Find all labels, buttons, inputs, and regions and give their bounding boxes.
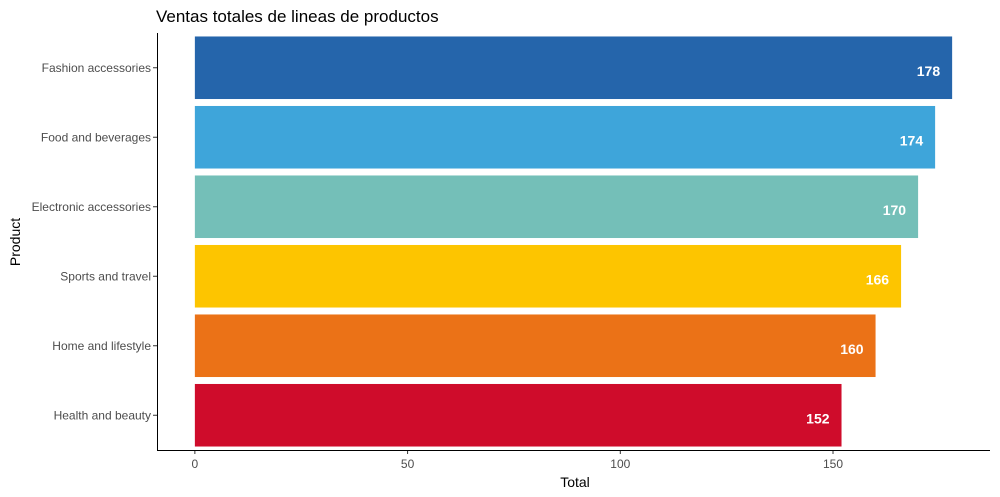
y-tick-label: Health and beauty bbox=[54, 408, 151, 422]
x-tick-label: 150 bbox=[823, 457, 843, 471]
x-axis-title: Total bbox=[560, 474, 590, 490]
y-axis-ticks: Fashion accessories Food and beverages Ele… bbox=[32, 61, 157, 422]
y-tick-label: Home and lifestyle bbox=[52, 339, 151, 353]
data-label: 166 bbox=[866, 271, 890, 287]
data-label: 178 bbox=[917, 63, 941, 79]
chart-title: Ventas totales de lineas de productos bbox=[156, 7, 439, 26]
y-tick-label: Fashion accessories bbox=[42, 61, 151, 75]
y-tick-label: Sports and travel bbox=[60, 269, 151, 283]
x-tick-label: 100 bbox=[610, 457, 630, 471]
bar-electronic-accessories bbox=[194, 175, 919, 239]
data-label: 152 bbox=[806, 410, 830, 426]
y-tick-label: Food and beverages bbox=[41, 130, 151, 144]
x-tick-label: 0 bbox=[192, 457, 199, 471]
bar-food-and-beverages bbox=[194, 105, 936, 169]
bar-home-and-lifestyle bbox=[194, 314, 876, 378]
x-tick-label: 50 bbox=[401, 457, 415, 471]
data-labels-layer: 178 174 170 166 160 152 bbox=[806, 63, 940, 427]
bar-fashion-accessories bbox=[194, 36, 953, 100]
data-label: 160 bbox=[840, 341, 864, 357]
bar-health-and-beauty bbox=[194, 383, 842, 447]
bar-sports-and-travel bbox=[194, 244, 902, 308]
bars-layer bbox=[194, 36, 953, 447]
y-axis-title: Product bbox=[7, 218, 23, 266]
y-tick-label: Electronic accessories bbox=[32, 200, 151, 214]
data-label: 170 bbox=[883, 202, 907, 218]
data-label: 174 bbox=[900, 132, 924, 148]
x-axis-ticks: 0 50 100 150 bbox=[192, 450, 843, 471]
